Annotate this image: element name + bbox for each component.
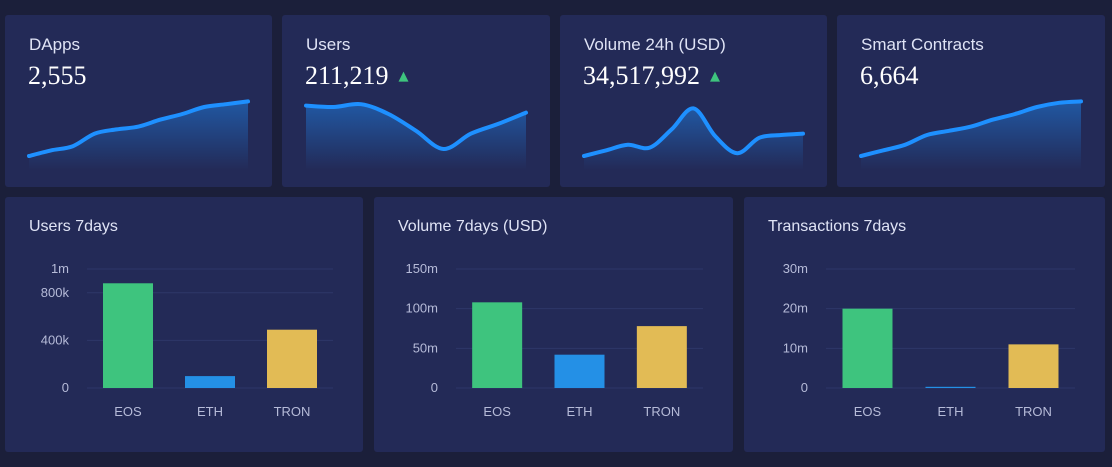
sparkline-line [859, 99, 1083, 158]
sparkline [859, 99, 1083, 170]
chart-title: Volume 7days (USD) [398, 218, 548, 235]
sparkline [27, 99, 250, 170]
stat-card-users: Users 211,219 ▲ [282, 15, 550, 187]
x-tick-label: TRON [643, 404, 680, 419]
y-tick-label: 50m [413, 340, 438, 355]
stat-value: 6,664 [860, 61, 919, 90]
chart-card-transactions-7days: Transactions 7days 0 10m 20m 30m EOS ETH TRON [744, 197, 1105, 452]
y-tick-label: 10m [783, 340, 808, 355]
bar-eos[interactable] [103, 283, 153, 388]
y-tick-label: 30m [783, 261, 808, 276]
sparkline-area [861, 101, 1081, 170]
chart-card-users-7days: Users 7days 0 400k 800k 1m EOS ETH TRON [5, 197, 363, 452]
y-tick-label: 20m [783, 301, 808, 316]
x-tick-label: EOS [854, 404, 882, 419]
stat-title: Volume 24h (USD) [584, 35, 726, 54]
bar-chart: 0 50m 100m 150m EOS ETH TRON [405, 261, 703, 419]
bar-chart: 0 10m 20m 30m EOS ETH TRON [783, 261, 1075, 419]
bar-tron[interactable] [636, 326, 687, 388]
sparkline [582, 106, 805, 170]
stat-card-smart-contracts: Smart Contracts 6,664 [837, 15, 1105, 187]
sparkline-area [29, 101, 248, 170]
x-tick-label: ETH [567, 404, 593, 419]
chart-card-volume-7days: Volume 7days (USD) 0 50m 100m 150m EOS ETH TRO… [374, 197, 733, 452]
bar-tron[interactable] [267, 329, 317, 388]
stat-title: Users [306, 35, 351, 54]
stat-card-dapps: DApps 2,555 [5, 15, 272, 187]
y-tick-label: 400k [41, 332, 70, 347]
y-tick-label: 0 [431, 380, 438, 395]
chart-title: Users 7days [29, 218, 118, 235]
y-tick-label: 0 [62, 380, 69, 395]
bar-eth[interactable] [925, 386, 976, 388]
stat-value: 211,219 ▲ [305, 61, 409, 90]
y-tick-label: 150m [405, 261, 438, 276]
bar-eth[interactable] [554, 354, 605, 388]
chart-title: Transactions 7days [768, 218, 907, 235]
stat-title: DApps [29, 35, 81, 54]
bar-eth[interactable] [185, 376, 235, 388]
x-tick-label: ETH [197, 404, 223, 419]
up-arrow-icon: ▲ [398, 69, 409, 84]
x-tick-label: ETH [938, 404, 964, 419]
bar-chart: 0 400k 800k 1m EOS ETH TRON [41, 261, 333, 419]
stat-value: 34,517,992 ▲ [583, 61, 720, 90]
stat-value: 2,555 [28, 61, 87, 90]
y-tick-label: 0 [801, 380, 808, 395]
y-tick-label: 800k [41, 285, 70, 300]
y-tick-label: 100m [405, 301, 438, 316]
x-tick-label: EOS [483, 404, 511, 419]
sparkline-line [27, 99, 250, 158]
up-arrow-icon: ▲ [710, 69, 720, 84]
bar-tron[interactable] [1008, 344, 1059, 388]
x-tick-label: TRON [1015, 404, 1052, 419]
x-tick-label: TRON [274, 404, 311, 419]
stat-card-volume-24h: Volume 24h (USD) 34,517,992 ▲ [560, 15, 827, 187]
sparkline-area [584, 108, 803, 170]
sparkline [304, 101, 528, 170]
sparkline-line [304, 101, 528, 151]
x-tick-label: EOS [114, 404, 142, 419]
bar-eos[interactable] [472, 302, 523, 388]
y-tick-label: 1m [51, 261, 69, 276]
sparkline-line [582, 106, 805, 158]
bar-eos[interactable] [842, 308, 893, 388]
sparkline-area [306, 103, 526, 170]
stat-title: Smart Contracts [861, 35, 984, 54]
